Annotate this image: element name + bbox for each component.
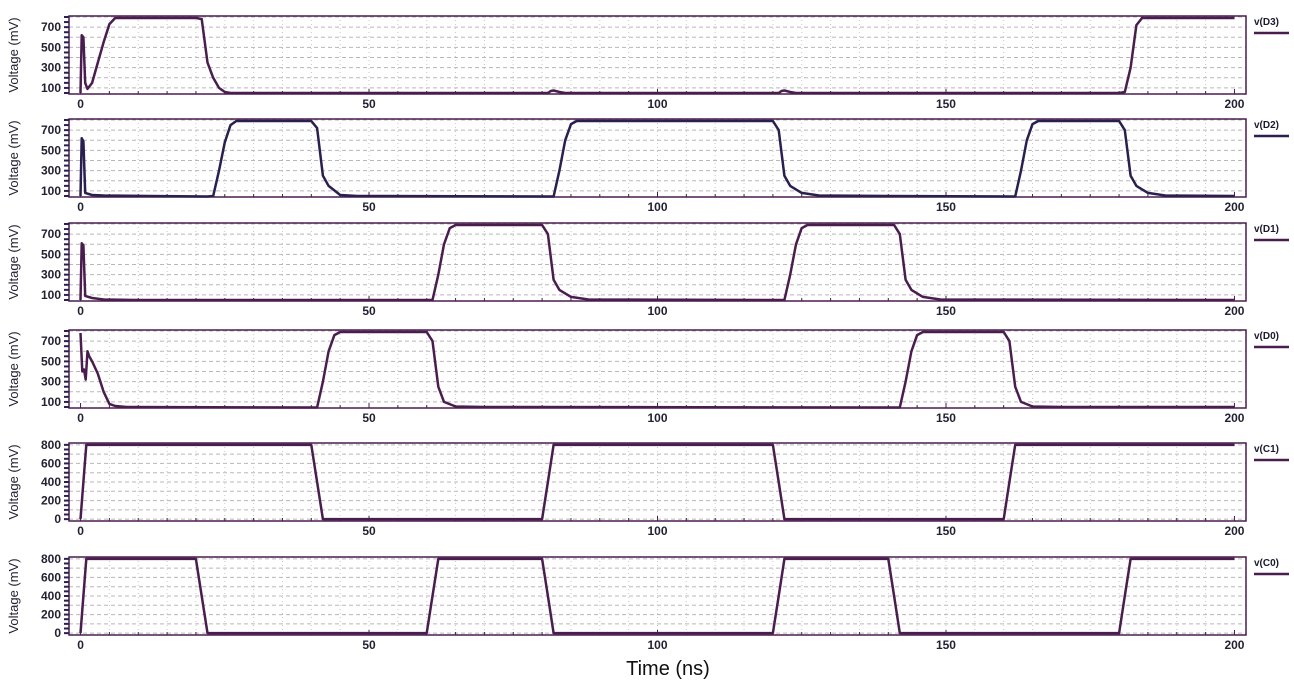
y-tick-label: 700 xyxy=(41,334,61,348)
series-line-vc0 xyxy=(79,557,1235,635)
y-tick-label: 700 xyxy=(41,123,61,137)
panel-5: 0 200 400 600 800 Voltage (mV) 0 50 100 150 200 v(C… xyxy=(6,552,1289,652)
series-line-vc1 xyxy=(79,443,1235,521)
x-tick-label: 100 xyxy=(647,304,667,318)
y-tick-label: 100 xyxy=(41,184,61,198)
y-tick-label: 200 xyxy=(41,608,61,622)
x-tick-label: 50 xyxy=(362,304,376,318)
y-tick-label: 800 xyxy=(41,438,61,452)
panel-1: 100 300 500 700 Voltage (mV) 0 50 100 150 200 v(D2… xyxy=(6,118,1289,214)
y-tick-label: 700 xyxy=(41,227,61,241)
legend-label: v(C1) xyxy=(1254,444,1279,455)
y-tick-label: 500 xyxy=(41,40,61,54)
y-tick-label: 100 xyxy=(41,81,61,95)
legend-label: v(D0) xyxy=(1254,331,1279,342)
y-axis-label: Voltage (mV) xyxy=(6,558,21,633)
y-tick-label: 300 xyxy=(41,61,61,75)
x-tick-label: 0 xyxy=(77,304,84,318)
x-tick-label: 50 xyxy=(362,411,376,425)
x-axis-title: Time (ns) xyxy=(626,658,710,680)
x-tick-label: 200 xyxy=(1224,638,1244,652)
x-tick-label: 100 xyxy=(647,97,667,111)
y-tick-label: 100 xyxy=(41,395,61,409)
y-tick-label: 800 xyxy=(41,552,61,566)
y-tick-label: 400 xyxy=(41,475,61,489)
y-tick-label: 300 xyxy=(41,164,61,178)
y-tick-label: 300 xyxy=(41,375,61,389)
legend-label: v(C0) xyxy=(1254,558,1279,569)
series-line-vd1 xyxy=(79,223,1235,302)
x-tick-label: 0 xyxy=(77,411,84,425)
y-axis-label: Voltage (mV) xyxy=(6,120,21,195)
panel-3: 100 300 500 700 Voltage (mV) 0 50 100 150 200 v(D0… xyxy=(6,329,1289,425)
y-tick-label: 0 xyxy=(54,626,61,640)
x-tick-label: 0 xyxy=(77,638,84,652)
x-tick-label: 200 xyxy=(1224,97,1244,111)
x-tick-label: 100 xyxy=(647,524,667,538)
y-tick-label: 600 xyxy=(41,570,61,584)
plot-frame xyxy=(68,118,1247,198)
x-tick-label: 150 xyxy=(936,411,956,425)
y-tick-label: 300 xyxy=(41,268,61,282)
series-line-vd3 xyxy=(79,16,1235,95)
x-tick-label: 100 xyxy=(647,638,667,652)
series-line-vd2 xyxy=(79,119,1235,198)
y-tick-label: 500 xyxy=(41,354,61,368)
y-tick-label: 600 xyxy=(41,456,61,470)
y-axis-label: Voltage (mV) xyxy=(6,224,21,299)
y-tick-label: 500 xyxy=(41,247,61,261)
panel-0: 100 300 500 700 Voltage (mV) 0 50 100 150 200 v(D3… xyxy=(6,15,1289,111)
panel-2: 100 300 500 700 Voltage (mV) 0 50 100 150 200 v(D1… xyxy=(6,222,1289,318)
x-tick-label: 50 xyxy=(362,97,376,111)
legend-label: v(D1) xyxy=(1254,224,1279,235)
x-tick-label: 50 xyxy=(362,638,376,652)
y-axis-label: Voltage (mV) xyxy=(6,17,21,92)
y-tick-label: 0 xyxy=(54,512,61,526)
x-tick-label: 100 xyxy=(647,200,667,214)
legend-label: v(D2) xyxy=(1254,120,1279,131)
x-tick-label: 150 xyxy=(936,304,956,318)
x-tick-label: 50 xyxy=(362,524,376,538)
x-tick-label: 50 xyxy=(362,200,376,214)
y-tick-label: 500 xyxy=(41,143,61,157)
y-tick-label: 700 xyxy=(41,20,61,34)
x-tick-label: 200 xyxy=(1224,411,1244,425)
x-tick-label: 0 xyxy=(77,97,84,111)
y-tick-label: 200 xyxy=(41,494,61,508)
legend-label: v(D3) xyxy=(1254,17,1279,28)
y-tick-label: 400 xyxy=(41,589,61,603)
x-tick-label: 150 xyxy=(936,97,956,111)
plot-frame xyxy=(68,15,1247,95)
x-tick-label: 150 xyxy=(936,524,956,538)
y-axis-label: Voltage (mV) xyxy=(6,331,21,406)
x-tick-label: 0 xyxy=(77,200,84,214)
y-tick-label: 100 xyxy=(41,288,61,302)
plot-frame xyxy=(68,329,1247,409)
x-tick-label: 150 xyxy=(936,638,956,652)
x-tick-label: 200 xyxy=(1224,524,1244,538)
panel-4: 0 200 400 600 800 Voltage (mV) 0 50 100 150 200 v(C… xyxy=(6,438,1289,538)
plot-frame xyxy=(68,222,1247,302)
x-tick-label: 200 xyxy=(1224,304,1244,318)
y-axis-label: Voltage (mV) xyxy=(6,444,21,519)
x-tick-label: 0 xyxy=(77,524,84,538)
x-tick-label: 200 xyxy=(1224,200,1244,214)
x-tick-label: 100 xyxy=(647,411,667,425)
series-line-vd0 xyxy=(79,330,1235,409)
x-tick-label: 150 xyxy=(936,200,956,214)
